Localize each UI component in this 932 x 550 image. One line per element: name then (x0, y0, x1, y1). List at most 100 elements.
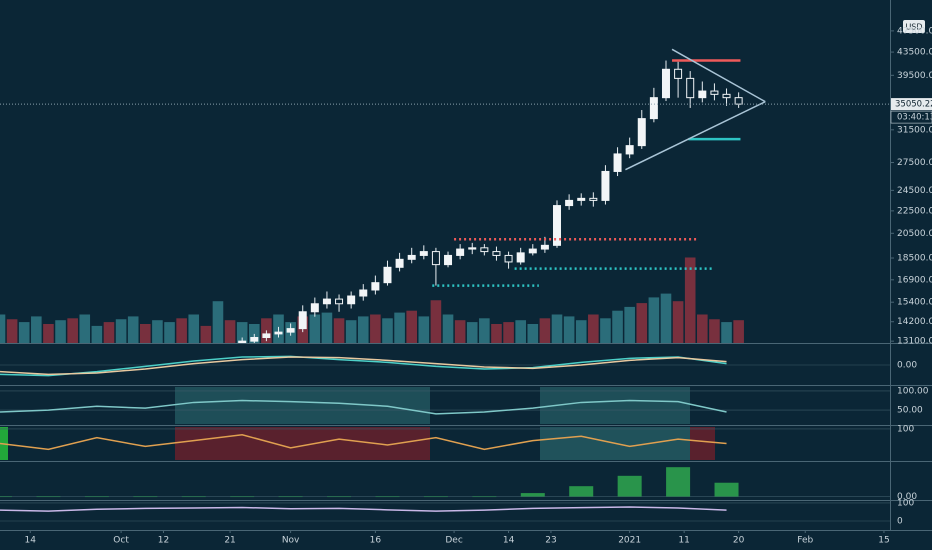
x-tick-label: Oct (113, 536, 129, 546)
candle-body (262, 333, 271, 339)
volume-bar (236, 322, 248, 343)
volume-bar (0, 314, 6, 343)
volume-bar (43, 324, 54, 343)
volume-bar (624, 306, 635, 343)
volume-bar (333, 318, 345, 343)
volume-bar (176, 318, 187, 343)
candle-body (504, 254, 513, 263)
candle-body (322, 298, 331, 305)
candle-body (577, 197, 586, 201)
volume-bar (491, 324, 502, 343)
candle-body (371, 282, 380, 291)
histogram-bar (423, 496, 448, 498)
y-tick-label: 14200.00 (897, 317, 932, 327)
volume-bar (91, 325, 103, 343)
volume-bar (79, 314, 91, 343)
x-tick-label: Dec (445, 536, 462, 546)
candle-body (722, 93, 731, 99)
volume-bar (466, 322, 478, 343)
volume-bar (660, 293, 672, 343)
y-tick-label: 22500.00 (897, 206, 932, 216)
histogram-bar (327, 496, 352, 498)
volume-bar (563, 316, 575, 343)
volume-bar (430, 300, 442, 343)
indicator-line (0, 433, 727, 451)
volume-bar (55, 320, 66, 343)
candle-body (383, 266, 392, 284)
volume-bar (600, 318, 611, 343)
candle-body (407, 254, 416, 260)
indicator-line (0, 506, 727, 512)
last-price: 35050.22 (895, 100, 932, 110)
candle-body (734, 97, 743, 105)
volume-bar (248, 324, 260, 343)
volume-bar (503, 322, 514, 343)
volume-bar (103, 322, 115, 343)
histogram-bar (472, 496, 497, 498)
candle-body (250, 337, 259, 342)
x-tick-label: 20 (733, 536, 745, 546)
x-tick-label: 11 (678, 536, 689, 546)
candle-body (347, 295, 356, 305)
histogram-bar (569, 486, 594, 497)
histogram-bar (84, 496, 109, 498)
volume-bar (115, 319, 127, 343)
volume-bar (418, 316, 430, 343)
volume-bar (648, 297, 660, 343)
y-tick-label: 47500.00 (897, 26, 932, 36)
volume-bar (370, 314, 381, 343)
candle-body (528, 248, 537, 254)
candle-body (395, 258, 404, 268)
candle-body (419, 251, 428, 256)
indicator-line (0, 355, 727, 377)
volume-bar (588, 314, 599, 343)
candle-body (286, 328, 295, 333)
candle-body (444, 254, 453, 266)
volume-bar (721, 322, 732, 343)
x-tick-label: 23 (545, 536, 556, 546)
volume-bar (454, 320, 466, 343)
y-tick-label: 0.00 (897, 361, 917, 371)
x-tick-label: Nov (282, 536, 300, 546)
y-tick-label: 0.00 (897, 492, 917, 502)
volume-bar (733, 320, 744, 343)
band (175, 427, 430, 460)
currency: USD (905, 23, 922, 32)
volume-bar (539, 318, 551, 343)
x-tick-label: 2021 (618, 536, 641, 546)
candle-body (274, 331, 283, 335)
y-tick-label: 43500.00 (897, 48, 932, 58)
y-tick-label: 50.00 (897, 406, 923, 416)
volume-bar (31, 316, 42, 343)
trendline (671, 48, 766, 103)
candle-body (565, 199, 574, 207)
volume-bar (188, 314, 200, 343)
candle-body (540, 244, 549, 250)
volume-bar (6, 319, 18, 343)
candle-body (492, 251, 501, 256)
band (175, 387, 430, 424)
y-tick-label: 100.00 (897, 386, 929, 396)
candle-body (553, 205, 562, 246)
y-tick-label: 13100.00 (897, 337, 932, 347)
candle-body (686, 77, 695, 99)
candle-body (589, 197, 598, 201)
band (540, 387, 690, 424)
y-tick-label: 20500.00 (897, 229, 932, 239)
y-tick-label: 100 (897, 424, 914, 434)
histogram-bar (375, 496, 400, 498)
x-tick-label: 16 (370, 536, 382, 546)
volume-bar (164, 322, 175, 343)
volume-bar (212, 301, 224, 343)
candle-body (456, 248, 465, 256)
x-tick-label: 14 (25, 536, 37, 546)
histogram-bar (0, 496, 12, 498)
volume-bar (127, 316, 139, 343)
volume-bar (575, 320, 587, 343)
x-tick-label: 15 (878, 536, 889, 546)
indicator-line (0, 399, 727, 415)
volume-bar (394, 312, 405, 343)
histogram-bar (181, 496, 206, 498)
